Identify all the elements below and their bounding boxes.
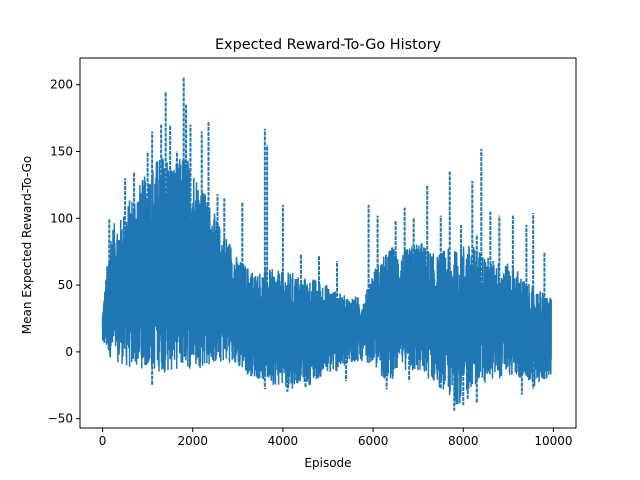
chart-title: Expected Reward-To-Go History bbox=[215, 37, 442, 53]
y-tick-label: 50 bbox=[58, 278, 73, 292]
series-line bbox=[101, 158, 552, 405]
y-tick-label: −50 bbox=[48, 412, 73, 426]
y-tick-label: 150 bbox=[50, 145, 73, 159]
plot-area bbox=[101, 76, 552, 411]
x-tick-label: 8000 bbox=[448, 434, 479, 448]
x-tick-label: 10000 bbox=[534, 434, 572, 448]
y-tick-label: 200 bbox=[50, 78, 73, 92]
x-tick-label: 2000 bbox=[177, 434, 208, 448]
y-tick-label: 0 bbox=[65, 345, 73, 359]
x-tick-label: 4000 bbox=[268, 434, 299, 448]
y-axis-label: Mean Expected Reward-To-Go bbox=[20, 156, 34, 335]
x-tick-label: 6000 bbox=[358, 434, 389, 448]
x-tick-label: 0 bbox=[99, 434, 107, 448]
y-tick-label: 100 bbox=[50, 211, 73, 225]
axes: 0 2000 4000 6000 8000 10000 −50 0 50 100 150 200 bbox=[48, 57, 577, 448]
x-axis-label: Episode bbox=[304, 456, 351, 470]
axes-frame bbox=[79, 57, 577, 429]
